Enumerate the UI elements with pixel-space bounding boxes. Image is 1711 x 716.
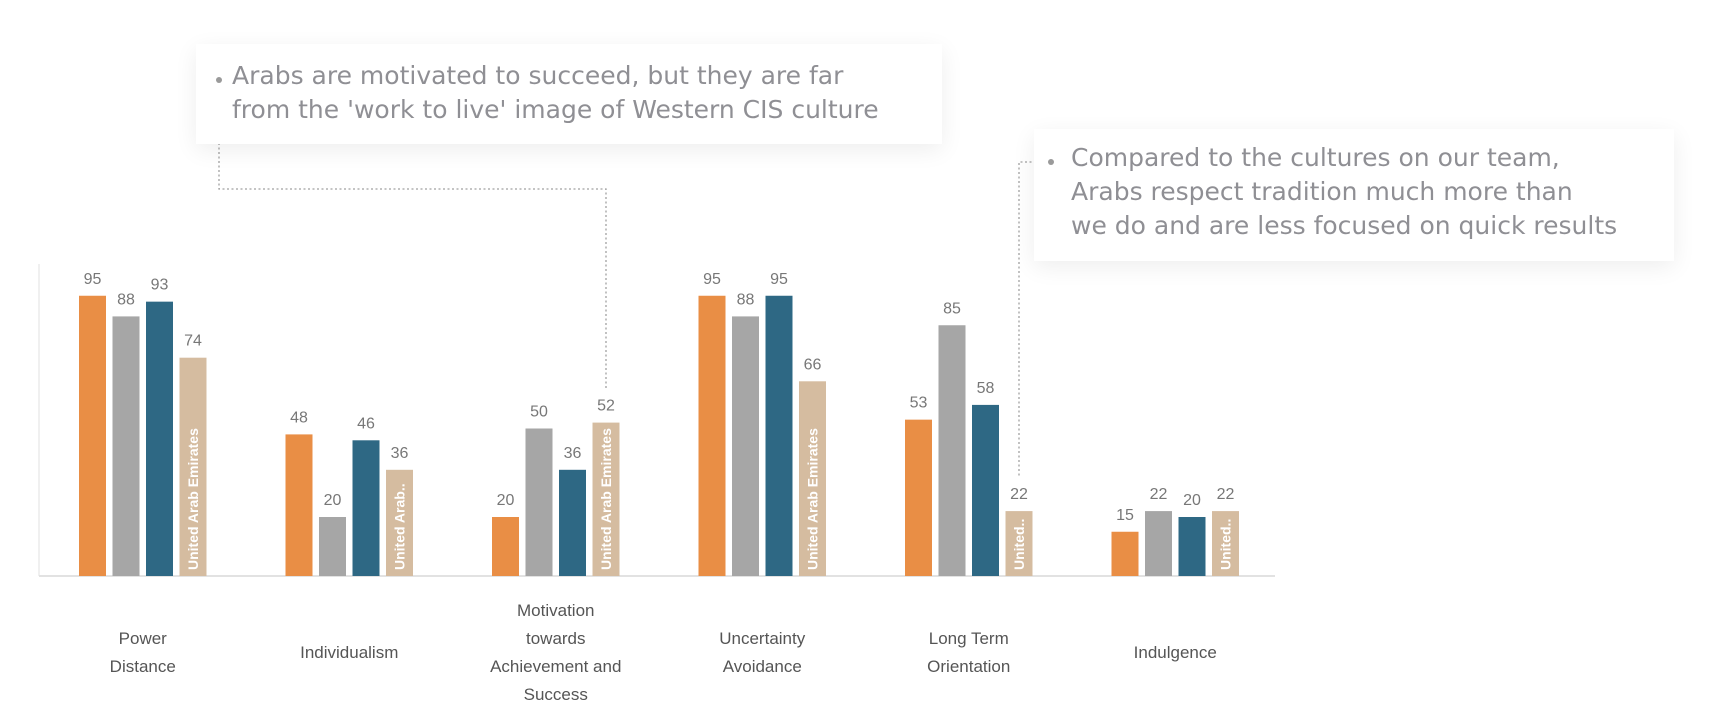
category-label-line: Avoidance	[722, 657, 802, 676]
category-label: Uncertainty Avoidance	[677, 625, 847, 681]
value-label: 20	[324, 492, 342, 509]
value-label: 88	[737, 291, 755, 308]
bar	[79, 295, 106, 576]
value-label: 20	[1183, 492, 1201, 509]
category-label: Indulgence	[1090, 639, 1260, 667]
bar	[525, 428, 553, 576]
value-label: 66	[804, 356, 822, 373]
bar	[905, 419, 932, 576]
callout-line: we do and are less focused on quick resu…	[1071, 211, 1618, 240]
category-label-line: Achievement and	[490, 657, 622, 676]
bar	[1178, 517, 1206, 576]
bar	[146, 301, 173, 576]
value-label: 93	[151, 277, 169, 294]
value-label: 53	[910, 395, 928, 412]
value-label: 95	[770, 271, 788, 288]
category-label: Power Distance	[58, 625, 228, 681]
value-label: 85	[943, 300, 961, 317]
category-label-line: towards	[525, 629, 586, 648]
value-label: 36	[391, 445, 409, 462]
bar	[1005, 511, 1033, 576]
bar	[698, 295, 726, 576]
value-label: 50	[530, 404, 548, 421]
value-label: 88	[117, 291, 135, 308]
category-label-line: Power	[118, 629, 167, 648]
category-label-line: Motivation	[517, 601, 595, 620]
category-label-line: Long Term	[928, 629, 1009, 648]
callout-line: Arabs are motivated to succeed, but they…	[232, 61, 844, 90]
category-label-line: Success	[523, 685, 588, 704]
callout-line: from the 'work to live' image of Western…	[232, 95, 879, 124]
value-label: 95	[703, 271, 721, 288]
bar-inner-label: United Arab Emirates	[185, 428, 201, 570]
value-label: 74	[184, 333, 202, 350]
bullet-icon	[216, 77, 222, 83]
value-label: 46	[357, 415, 375, 432]
bar	[1111, 531, 1139, 576]
bar	[938, 325, 966, 576]
bar	[386, 469, 413, 576]
bar-inner-label: United..	[1218, 519, 1234, 570]
category-label-line: Distance	[109, 657, 176, 676]
bar	[592, 422, 620, 576]
callout-motivation: Arabs are motivated to succeed, but they…	[196, 44, 942, 144]
value-label: 52	[597, 398, 615, 415]
callout-line: Compared to the cultures on our team,	[1071, 143, 1560, 172]
bar-inner-label: United Arab..	[392, 483, 408, 570]
bar	[1212, 511, 1239, 576]
bar	[972, 404, 999, 576]
bar	[1145, 511, 1172, 576]
callout-line: Arabs respect tradition much more than	[1071, 177, 1573, 206]
category-label-line: Orientation	[927, 657, 1011, 676]
value-label: 15	[1116, 507, 1134, 524]
bar	[799, 381, 826, 576]
category-label: Long Term Orientation	[884, 625, 1054, 681]
value-label: 22	[1150, 486, 1168, 503]
value-label: 58	[977, 380, 995, 397]
bars-group: 95 88 93 74 United Arab Emirates 48 20 46 36 Unit…	[79, 271, 1239, 576]
category-label: Individualism	[264, 639, 434, 667]
category-label-line: Indulgence	[1133, 643, 1217, 662]
bar	[559, 469, 586, 576]
bar	[319, 517, 346, 576]
bar	[492, 517, 519, 576]
value-label: 22	[1010, 486, 1028, 503]
bar-inner-label: United Arab Emirates	[598, 428, 614, 570]
bar	[732, 316, 759, 576]
category-label: Motivation towards Achievement and Success	[471, 597, 641, 709]
category-label-line: Individualism	[300, 643, 399, 662]
callout-long-term-orientation: Compared to the cultures on our team, Ar…	[1034, 129, 1674, 261]
bar	[112, 316, 140, 576]
bar	[352, 440, 380, 576]
category-label-line: Uncertainty	[719, 629, 806, 648]
callout-text: Compared to the cultures on our team, Ar…	[1071, 141, 1617, 243]
value-label: 22	[1217, 486, 1235, 503]
bar	[179, 357, 207, 576]
value-label: 95	[84, 271, 102, 288]
bar-inner-label: United Arab Emirates	[805, 428, 821, 570]
bar	[765, 295, 793, 576]
value-label: 36	[564, 445, 582, 462]
bar-inner-label: United..	[1011, 519, 1027, 570]
value-label: 48	[290, 409, 308, 426]
bar	[285, 434, 313, 576]
callout-text: Arabs are motivated to succeed, but they…	[232, 59, 879, 127]
bullet-icon	[1048, 159, 1054, 165]
value-label: 20	[497, 492, 515, 509]
